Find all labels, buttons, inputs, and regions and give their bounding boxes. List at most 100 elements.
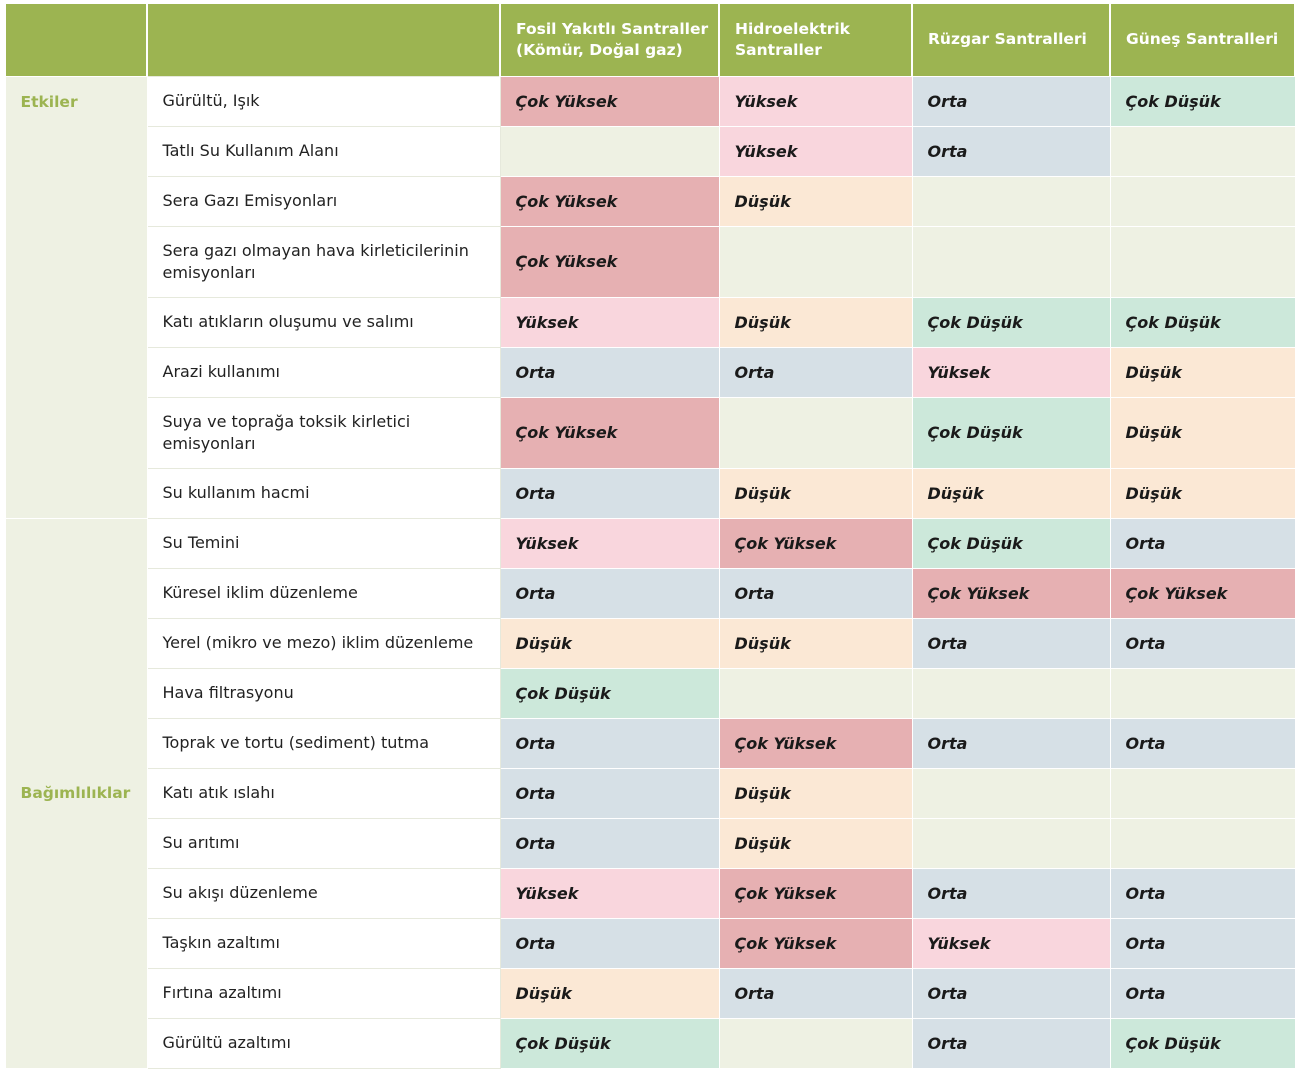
rating-cell-hydro: Orta [718,967,913,1019]
rating-cell-solar: Çok Yüksek [1109,567,1296,619]
rating-cell-wind: Orta [911,75,1111,127]
rating-cell-fossil: Yüksek [499,296,720,348]
row-label: Su kullanım hacmi [146,467,501,519]
table-row: Fırtına azaltımı Düşük Orta Orta Orta [5,967,1296,1019]
rating-cell-solar: Orta [1109,617,1296,669]
rating-cell-fossil: Düşük [499,967,720,1019]
rating-cell-solar: Orta [1109,717,1296,769]
rating-cell-fossil: Yüksek [499,867,720,919]
rating-cell-fossil: Çok Yüksek [499,75,720,127]
rating-cell-hydro [718,1017,913,1069]
rating-cell-wind: Düşük [911,467,1111,519]
row-label: Gürültü, Işık [146,75,501,127]
rating-cell-hydro: Çok Yüksek [718,517,913,569]
rating-cell-fossil: Çok Düşük [499,1017,720,1069]
rating-cell-hydro: Düşük [718,817,913,869]
table-row: Arazi kullanımı Orta Orta Yüksek Düşük [5,346,1296,398]
rating-cell-hydro: Yüksek [718,125,913,177]
rating-cell-solar: Orta [1109,967,1296,1019]
rating-cell-solar: Orta [1109,917,1296,969]
row-label: Hava filtrasyonu [146,667,501,719]
table-row: Katı atık ıslahı Orta Düşük [5,767,1296,819]
row-label: Katı atık ıslahı [146,767,501,819]
rating-cell-hydro: Çok Yüksek [718,717,913,769]
rating-cell-fossil: Orta [499,346,720,398]
row-label: Su akışı düzenleme [146,867,501,919]
rating-cell-hydro: Yüksek [718,75,913,127]
rating-cell-hydro: Çok Yüksek [718,867,913,919]
rating-cell-wind: Yüksek [911,346,1111,398]
table-row: Sera Gazı Emisyonları Çok Yüksek Düşük [5,175,1296,227]
table-row: Tatlı Su Kullanım Alanı Yüksek Orta [5,125,1296,177]
table-row: Su arıtımı Orta Düşük [5,817,1296,869]
rating-cell-wind [911,175,1111,227]
rating-cell-solar: Düşük [1109,346,1296,398]
table-row: Toprak ve tortu (sediment) tutma Orta Çok … [5,717,1296,769]
table-row: Suya ve toprağa toksik kirletici emisyon… [5,396,1296,469]
rating-cell-fossil: Çok Yüksek [499,225,720,298]
table-row: Hava filtrasyonu Çok Düşük [5,667,1296,719]
table-row: Sera gazı olmayan hava kirleticilerinin … [5,225,1296,298]
rating-cell-solar: Çok Düşük [1109,75,1296,127]
rating-cell-solar: Orta [1109,867,1296,919]
rating-cell-solar [1109,225,1296,298]
rating-cell-fossil: Orta [499,467,720,519]
row-label: Toprak ve tortu (sediment) tutma [146,717,501,769]
rating-cell-wind: Yüksek [911,917,1111,969]
row-label: Tatlı Su Kullanım Alanı [146,125,501,177]
table-row: Küresel iklim düzenleme Orta Orta Çok Yükse… [5,567,1296,619]
rating-cell-fossil: Çok Düşük [499,667,720,719]
group-label: Bağımlılıklar [4,517,148,1069]
header-row: Fosil Yakıtlı Santraller (Kömür, Doğal g… [4,4,1296,76]
rating-cell-wind: Orta [911,967,1111,1019]
rating-cell-fossil: Çok Yüksek [499,396,720,469]
table-row: Su kullanım hacmi Orta Düşük Düşük Düşük [5,467,1296,519]
rating-cell-fossil [499,125,720,177]
rating-cell-hydro: Orta [718,346,913,398]
header-wind: Rüzgar Santralleri [911,4,1111,76]
rating-cell-solar: Düşük [1109,467,1296,519]
row-label: Suya ve toprağa toksik kirletici emisyon… [146,396,501,469]
row-label: Su Temini [146,517,501,569]
rating-cell-solar: Düşük [1109,396,1296,469]
rating-cell-fossil: Çok Yüksek [499,175,720,227]
rating-cell-fossil: Orta [499,917,720,969]
rating-cell-solar: Orta [1109,517,1296,569]
row-label: Fırtına azaltımı [146,967,501,1019]
table-row: Katı atıkların oluşumu ve salımı Yüksek Dü… [5,296,1296,348]
rating-cell-wind [911,767,1111,819]
header-group-column [4,4,148,76]
rating-cell-solar [1109,817,1296,869]
rating-cell-hydro: Düşük [718,296,913,348]
group-label: Etkiler [4,75,148,519]
row-label: Küresel iklim düzenleme [146,567,501,619]
rating-cell-solar: Çok Düşük [1109,1017,1296,1069]
header-solar: Güneş Santralleri [1109,4,1296,76]
rating-cell-hydro: Düşük [718,767,913,819]
rating-cell-hydro: Düşük [718,175,913,227]
rating-cell-wind: Çok Düşük [911,517,1111,569]
rating-cell-wind: Orta [911,125,1111,177]
rating-cell-fossil: Yüksek [499,517,720,569]
rating-cell-hydro: Orta [718,567,913,619]
row-label: Katı atıkların oluşumu ve salımı [146,296,501,348]
table-row: Yerel (mikro ve mezo) iklim düzenleme Düş… [5,617,1296,669]
rating-cell-hydro [718,396,913,469]
rating-cell-fossil: Orta [499,567,720,619]
rating-cell-wind [911,667,1111,719]
rating-cell-wind: Orta [911,1017,1111,1069]
rating-cell-hydro: Düşük [718,617,913,669]
rating-cell-wind: Orta [911,617,1111,669]
table-row: Taşkın azaltımı Orta Çok Yüksek Yüksek Orta [5,917,1296,969]
rating-cell-wind: Orta [911,867,1111,919]
row-label: Sera Gazı Emisyonları [146,175,501,227]
table-row: Su akışı düzenleme Yüksek Çok Yüksek Orta Or… [5,867,1296,919]
rating-cell-solar: Çok Düşük [1109,296,1296,348]
table-row: Bağımlılıklar Su Temini Yüksek Çok Yüksek Ço… [4,517,1296,1069]
row-label: Sera gazı olmayan hava kirleticilerinin … [146,225,501,298]
rating-cell-fossil: Düşük [499,617,720,669]
rating-cell-wind: Orta [911,717,1111,769]
header-factor-column [146,4,501,76]
rating-cell-fossil: Orta [499,717,720,769]
rating-cell-wind: Çok Düşük [911,396,1111,469]
